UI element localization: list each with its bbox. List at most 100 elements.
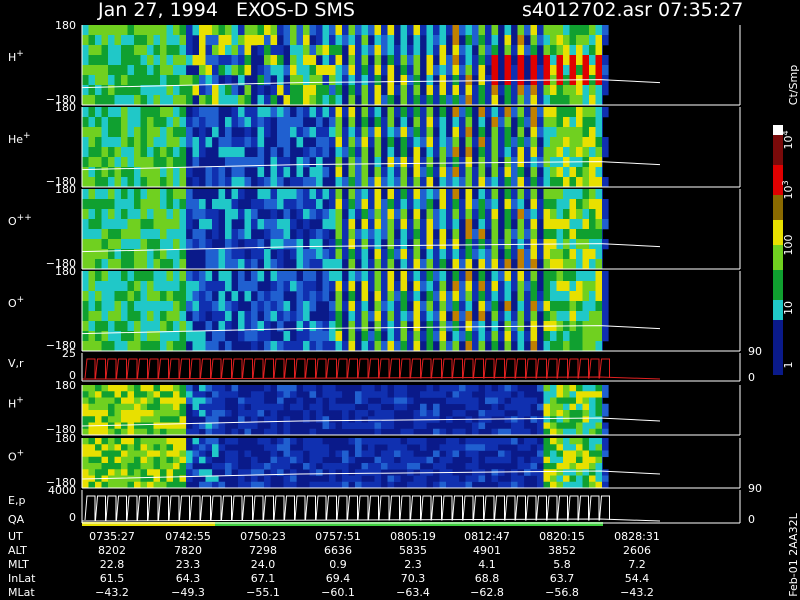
spectrogram-cell (257, 177, 265, 188)
spectrogram-cell (270, 259, 278, 270)
spectrogram-cell (459, 428, 466, 436)
spectrogram-cell (186, 301, 193, 312)
spectrogram-cell (82, 271, 89, 282)
spectrogram-cell (322, 209, 330, 220)
spectrogram-cell (134, 45, 141, 56)
spectrogram-cell (192, 239, 200, 250)
spectrogram-cell (407, 456, 414, 464)
spectrogram-cell (394, 438, 401, 445)
spectrogram-cell (407, 481, 414, 489)
spectrogram-cell (88, 416, 96, 423)
spectrogram-cell (303, 65, 310, 76)
spectrogram-cell (114, 271, 122, 282)
spectrogram-cell (517, 259, 525, 270)
spectrogram-cell (316, 25, 323, 36)
spectrogram-cell (134, 450, 141, 458)
spectrogram-cell (550, 331, 557, 342)
spectrogram-cell (322, 45, 330, 56)
spectrogram-cell (452, 391, 460, 398)
spectrogram-cell (160, 259, 167, 270)
spectrogram-cell (257, 199, 265, 210)
spectrogram-cell (446, 444, 453, 451)
spectrogram-cell (166, 147, 174, 158)
spectrogram-cell (452, 45, 460, 56)
spectrogram-cell (82, 259, 89, 270)
spectrogram-cell (88, 391, 96, 398)
spectrogram-cell (114, 95, 122, 106)
spectrogram-cell (192, 311, 200, 322)
spectrogram-cell (322, 291, 330, 302)
spectrogram-cell (576, 147, 583, 158)
spectrogram-cell (511, 189, 518, 200)
spectrogram-cell (205, 45, 213, 56)
spectrogram-cell (374, 391, 382, 398)
spectrogram-cell (127, 416, 135, 423)
spectrogram-cell (582, 219, 590, 230)
spectrogram-cell (472, 422, 479, 430)
spectrogram-cell (400, 137, 408, 148)
spectrogram-cell (160, 157, 167, 168)
spectrogram-cell (537, 469, 544, 476)
spectrogram-cell (153, 469, 161, 476)
spectrogram-cell (595, 239, 603, 250)
spectrogram-cell (153, 35, 161, 46)
spectrogram-cell (127, 229, 135, 240)
spectrogram-cell (452, 107, 460, 118)
cell: 0750:23 (240, 530, 286, 543)
spectrogram-cell (595, 45, 603, 56)
spectrogram-cell (264, 481, 271, 489)
spectrogram-cell (121, 463, 128, 470)
spectrogram-cell (264, 25, 271, 36)
spectrogram-cell (134, 410, 141, 417)
spectrogram-cell (595, 397, 603, 405)
spectrogram-cell (439, 25, 447, 36)
sweep-trace (84, 495, 610, 521)
spectrogram-cell (290, 456, 297, 464)
spectrogram-cell (127, 422, 135, 430)
spectrogram-cell (556, 85, 564, 96)
spectrogram-cell (179, 416, 187, 423)
spectrogram-cell (121, 85, 128, 96)
spectrogram-cell (465, 463, 473, 470)
spectrogram-cell (88, 177, 96, 188)
spectrogram-cell (355, 65, 362, 76)
spectrogram-cell (101, 463, 109, 470)
spectrogram-cell (413, 117, 421, 128)
spectrogram-cell (465, 239, 473, 250)
spectrogram-cell (491, 25, 499, 36)
spectrogram-cell (251, 469, 258, 476)
spectrogram-cell (186, 55, 193, 66)
spectrogram-cell (153, 249, 161, 260)
spectrogram-cell (147, 147, 154, 158)
spectrogram-cell (108, 331, 115, 342)
spectrogram-cell (582, 167, 590, 178)
spectrogram-cell (121, 321, 128, 332)
spectrogram-cell (556, 117, 564, 128)
spectrogram-cell (121, 107, 128, 118)
spectrogram-cell (517, 481, 525, 489)
spectrogram-cell (212, 397, 219, 405)
spectrogram-cell (420, 107, 427, 118)
spectrogram-cell (244, 55, 252, 66)
spectrogram-cell (361, 55, 369, 66)
spectrogram-cell (160, 391, 167, 398)
spectrogram-cell (446, 438, 453, 445)
spectrogram-cell (426, 35, 434, 46)
spectrogram-cell (231, 55, 239, 66)
spectrogram-cell (283, 107, 291, 118)
spectrogram-cell (199, 469, 206, 476)
spectrogram-cell (231, 117, 239, 128)
spectrogram-cell (270, 463, 278, 470)
spectrogram-cell (517, 65, 525, 76)
spectrogram-cell (179, 481, 187, 489)
spectrogram-cell (186, 45, 193, 56)
spectrogram-cell (530, 177, 538, 188)
spectrogram-cell (387, 271, 395, 282)
spectrogram-cell (186, 391, 193, 398)
spectrogram-cell (251, 271, 258, 282)
spectrogram-cell (381, 341, 388, 352)
spectrogram-cell (589, 291, 596, 302)
spectrogram-cell (374, 219, 382, 230)
spectrogram-cell (556, 209, 564, 220)
spectrogram-cell (179, 456, 187, 464)
